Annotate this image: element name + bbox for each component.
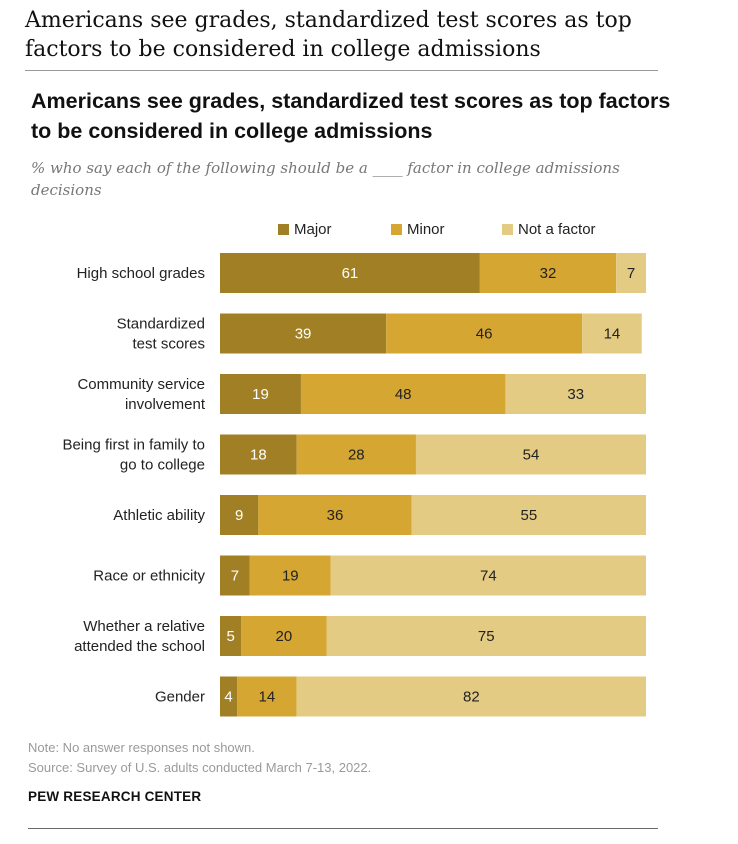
legend-label-minor: Minor: [407, 221, 445, 238]
chart-title: Americans see grades, standardized test …: [31, 89, 671, 143]
category-label: Standardized test scores: [117, 316, 205, 353]
chart-legend: Major Minor Not a factor: [0, 221, 738, 241]
data-label-major: 9: [235, 507, 243, 524]
data-label-not-a-factor: 33: [567, 386, 584, 403]
bar-segment-major: [220, 434, 297, 475]
data-label-not-a-factor: 7: [627, 265, 635, 282]
bar-segment-not-a-factor: [415, 434, 646, 475]
data-label-not-a-factor: 82: [463, 689, 480, 706]
bar-segment-minor: [296, 434, 416, 475]
chart-source: Source: Survey of U.S. adults conducted …: [28, 760, 372, 775]
bar-segment-not-a-factor: [330, 555, 646, 596]
data-label-major: 7: [231, 568, 239, 585]
bar-segment-not-a-factor: [616, 253, 646, 293]
page-headline: Americans see grades, standardized test …: [25, 8, 632, 62]
bar-segment-minor: [237, 676, 297, 717]
category-label: Race or ethnicity: [93, 568, 205, 585]
bar-segment-major: [220, 495, 259, 535]
legend-label-not-a-factor: Not a factor: [518, 221, 596, 238]
data-label-major: 5: [226, 628, 234, 645]
legend-swatch-minor: [391, 224, 402, 235]
bar-segment-minor: [241, 616, 327, 656]
bar-segment-minor: [249, 555, 331, 596]
category-label: Athletic ability: [113, 507, 205, 524]
bar-segment-not-a-factor: [505, 374, 646, 414]
bar-segment-major: [220, 253, 480, 293]
category-label: Being first in family to go to college: [62, 437, 205, 474]
data-label-minor: 28: [348, 447, 365, 464]
legend-item-major: Major: [278, 221, 332, 238]
legend-swatch-major: [278, 224, 289, 235]
data-label-minor: 32: [540, 265, 557, 282]
chart-note: Note: No answer responses not shown.: [28, 740, 255, 755]
bar-segment-major: [220, 676, 238, 717]
category-label: High school grades: [77, 265, 205, 282]
bottom-divider: [28, 828, 658, 829]
data-label-not-a-factor: 14: [604, 326, 621, 343]
chart-subtitle: % who say each of the following should b…: [31, 159, 620, 199]
bar-segment-minor: [386, 313, 583, 354]
bar-segment-not-a-factor: [326, 616, 646, 656]
category-label: Community service involvement: [77, 376, 205, 413]
brand-logo-text: PEW RESEARCH CENTER: [28, 789, 202, 804]
data-label-not-a-factor: 55: [521, 507, 538, 524]
bar-segment-minor: [258, 495, 412, 535]
bar-segment-not-a-factor: [582, 313, 642, 354]
category-label: Gender: [155, 689, 205, 706]
data-label-major: 4: [224, 689, 232, 706]
data-label-major: 61: [342, 265, 359, 282]
data-label-minor: 48: [395, 386, 412, 403]
legend-item-minor: Minor: [391, 221, 445, 238]
data-label-minor: 14: [259, 689, 276, 706]
bar-segment-major: [220, 555, 250, 596]
bar-segment-major: [220, 313, 387, 354]
data-label-major: 39: [295, 326, 312, 343]
bar-segment-minor: [479, 253, 617, 293]
legend-swatch-not-a-factor: [502, 224, 513, 235]
data-label-major: 19: [252, 386, 269, 403]
category-label: Whether a relative attended the school: [74, 618, 205, 655]
bar-segment-not-a-factor: [296, 676, 646, 717]
data-label-major: 18: [250, 447, 267, 464]
bar-segment-minor: [300, 374, 506, 414]
bar-segment-major: [220, 374, 301, 414]
data-label-not-a-factor: 75: [478, 628, 495, 645]
data-label-not-a-factor: 54: [523, 447, 540, 464]
legend-item-not-a-factor: Not a factor: [502, 221, 596, 238]
legend-label-major: Major: [294, 221, 332, 238]
data-label-minor: 20: [276, 628, 293, 645]
bar-segment-not-a-factor: [411, 495, 646, 535]
top-divider: [25, 70, 658, 71]
bar-segment-major: [220, 616, 242, 656]
data-label-minor: 19: [282, 568, 299, 585]
data-label-minor: 36: [327, 507, 344, 524]
data-label-not-a-factor: 74: [480, 568, 497, 585]
data-label-minor: 46: [476, 326, 493, 343]
stacked-bar-chart: High school grades 61 32 7 Standardized test …: [62, 253, 646, 717]
